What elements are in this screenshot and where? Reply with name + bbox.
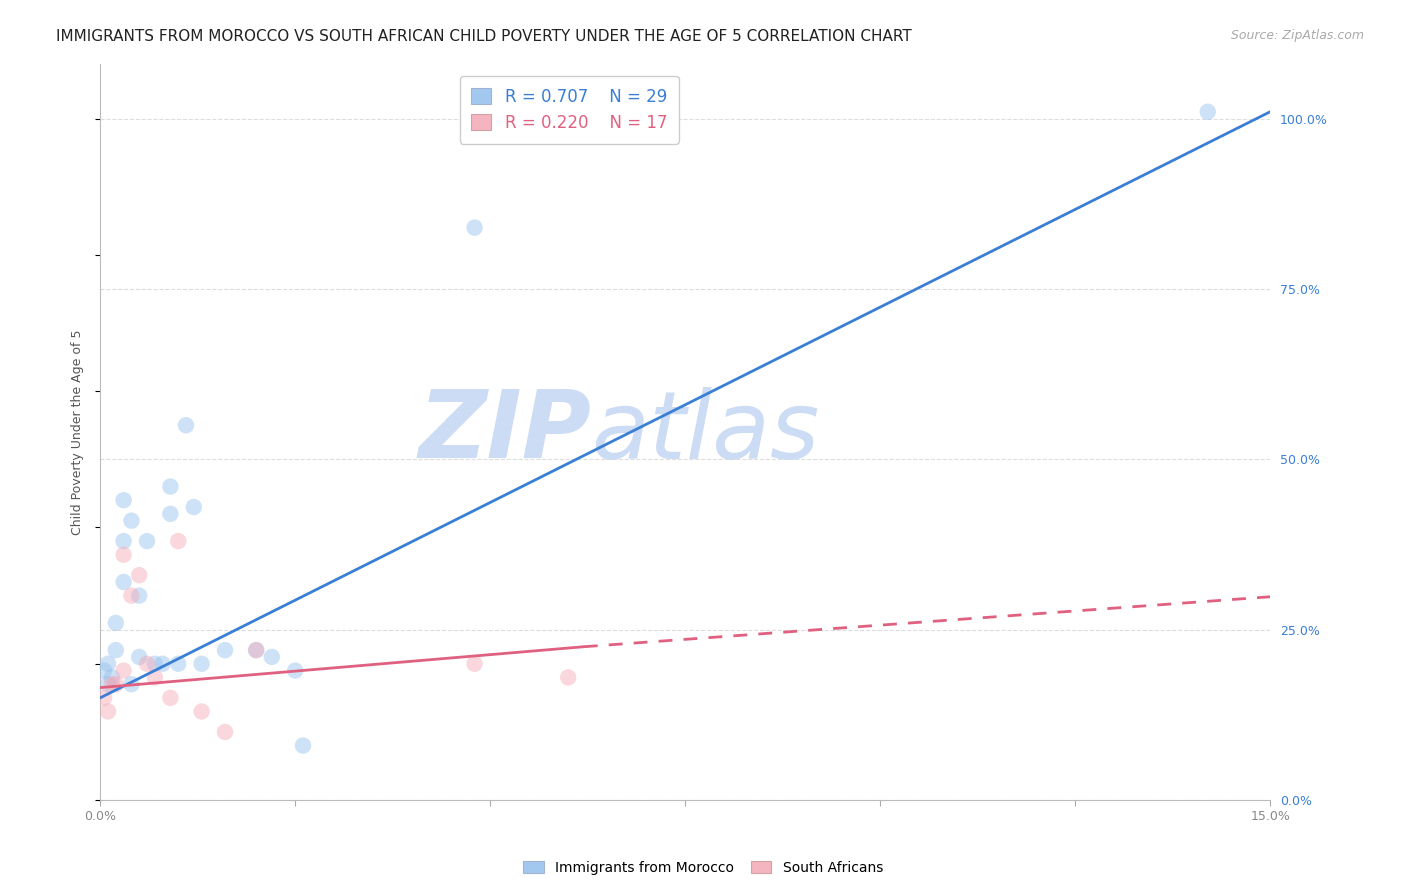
Legend: R = 0.707    N = 29, R = 0.220    N = 17: R = 0.707 N = 29, R = 0.220 N = 17 xyxy=(460,76,679,144)
Point xyxy=(112,664,135,678)
Point xyxy=(101,677,124,691)
Point xyxy=(93,690,115,705)
Point xyxy=(93,664,115,678)
Point xyxy=(120,677,142,691)
Point xyxy=(97,705,120,719)
Point xyxy=(120,589,142,603)
Point xyxy=(112,574,135,589)
Point xyxy=(174,418,197,433)
Point xyxy=(104,643,127,657)
Point xyxy=(214,725,236,739)
Y-axis label: Child Poverty Under the Age of 5: Child Poverty Under the Age of 5 xyxy=(72,329,84,535)
Point xyxy=(143,670,166,684)
Text: atlas: atlas xyxy=(592,386,820,477)
Point xyxy=(136,534,159,549)
Point xyxy=(152,657,174,671)
Point xyxy=(97,657,120,671)
Point xyxy=(245,643,267,657)
Text: Source: ZipAtlas.com: Source: ZipAtlas.com xyxy=(1230,29,1364,42)
Point xyxy=(167,534,190,549)
Legend: Immigrants from Morocco, South Africans: Immigrants from Morocco, South Africans xyxy=(517,855,889,880)
Point xyxy=(190,657,212,671)
Point xyxy=(245,643,267,657)
Point xyxy=(120,514,142,528)
Point xyxy=(136,657,159,671)
Point xyxy=(214,643,236,657)
Point xyxy=(128,589,150,603)
Text: IMMIGRANTS FROM MOROCCO VS SOUTH AFRICAN CHILD POVERTY UNDER THE AGE OF 5 CORREL: IMMIGRANTS FROM MOROCCO VS SOUTH AFRICAN… xyxy=(56,29,912,44)
Point xyxy=(284,664,307,678)
Point xyxy=(112,493,135,508)
Point xyxy=(112,548,135,562)
Point xyxy=(183,500,205,514)
Point xyxy=(292,739,315,753)
Point xyxy=(159,507,181,521)
Point xyxy=(167,657,190,671)
Point xyxy=(190,705,212,719)
Point xyxy=(464,220,486,235)
Point xyxy=(101,670,124,684)
Point xyxy=(260,649,283,664)
Point xyxy=(1197,104,1219,119)
Point xyxy=(159,479,181,493)
Point xyxy=(104,615,127,630)
Point xyxy=(104,677,127,691)
Text: ZIP: ZIP xyxy=(419,386,592,478)
Point xyxy=(112,534,135,549)
Point xyxy=(143,657,166,671)
Point xyxy=(557,670,579,684)
Point xyxy=(128,568,150,582)
Point xyxy=(128,649,150,664)
Point xyxy=(97,677,120,691)
Point xyxy=(464,657,486,671)
Point xyxy=(159,690,181,705)
